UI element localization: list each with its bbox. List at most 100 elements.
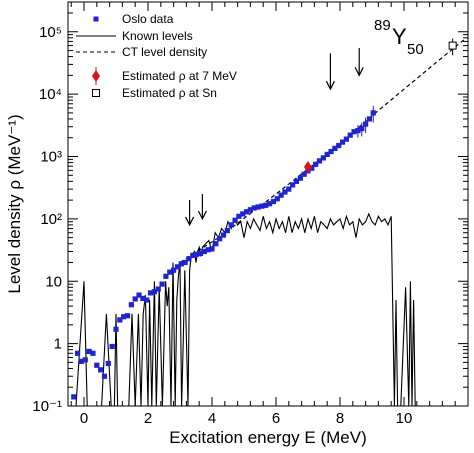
legend-oslo-marker: [93, 16, 99, 22]
oslo-data-point: [232, 217, 238, 223]
oslo-data-point: [332, 145, 338, 151]
oslo-data-point: [228, 222, 234, 228]
nucleus-z-label: 50: [407, 41, 424, 58]
oslo-data-point: [121, 314, 127, 320]
arrows: [185, 47, 364, 227]
oslo-data-point: [316, 158, 323, 164]
oslo-data-point: [217, 236, 223, 242]
oslo-data-point: [209, 246, 215, 252]
oslo-data-point: [171, 267, 177, 273]
oslo-data-point: [167, 269, 173, 275]
oslo-data-point: [136, 292, 142, 298]
x-axis-title: Excitation energy E (MeV): [169, 428, 366, 447]
oslo-data-point: [236, 213, 242, 219]
legend-label: Oslo data: [122, 12, 174, 26]
oslo-data-point: [270, 198, 277, 205]
oslo-data-point: [290, 182, 296, 188]
legend-label: Known levels: [122, 29, 193, 43]
oslo-data-point: [71, 394, 77, 400]
plot-frame: [67, 1, 469, 407]
oslo-data-point: [370, 110, 376, 116]
oslo-data-point: [247, 207, 253, 213]
oslo-data-point: [286, 186, 292, 192]
legend: Oslo data Known levels CT level density Est…: [76, 12, 237, 100]
oslo-data-point: [90, 350, 96, 356]
legend-label: Estimated ρ at 7 MeV: [122, 69, 237, 83]
oslo-data-point: [282, 189, 288, 195]
oslo-data-point: [213, 241, 219, 247]
known-levels-series: [73, 212, 417, 407]
oslo-data-point: [98, 367, 104, 373]
oslo-data-point: [263, 202, 269, 208]
nucleus-symbol-label: Y: [392, 24, 407, 49]
oslo-data-point: [194, 251, 200, 257]
known-levels-line: [73, 212, 417, 407]
oslo-data-point: [201, 248, 207, 255]
oslo-data-point: [255, 204, 261, 210]
arrow-head: [197, 210, 207, 221]
oslo-data-point: [343, 136, 349, 142]
axis-ticks: 0 2 4 6 8 10 10⁻¹ 1 10 10² 10³ 10⁴ 10⁵: [32, 1, 468, 427]
x-tick-label: 4: [208, 410, 216, 427]
oslo-data-point: [159, 281, 165, 287]
oslo-data-point: [243, 209, 250, 215]
oslo-data-point: [86, 348, 92, 355]
oslo-data-point: [220, 232, 227, 238]
y-tick-label: 1: [54, 336, 62, 353]
oslo-data-point: [197, 250, 204, 256]
oslo-data-point: [75, 350, 81, 356]
oslo-data-point: [278, 192, 284, 198]
oslo-data-point: [301, 171, 307, 177]
oslo-data-point: [251, 205, 257, 211]
arrow-head: [325, 80, 335, 91]
y-tick-label: 10⁻¹: [32, 398, 62, 415]
arrow-head: [354, 67, 364, 77]
oslo-data-point: [205, 247, 211, 253]
oslo-data-point: [313, 161, 319, 167]
legend-estimate-sn-marker: [92, 89, 100, 97]
y-tick-label: 10⁵: [39, 24, 62, 41]
estimate-7mev-marker: [304, 160, 312, 173]
oslo-data-point: [324, 151, 330, 158]
legend-label: CT level density: [122, 45, 207, 59]
oslo-data-point: [224, 227, 230, 234]
oslo-data-point: [147, 290, 154, 296]
oslo-data-point: [351, 129, 357, 135]
arrow-head: [185, 216, 195, 227]
y-axis-title: Level density ρ (MeV⁻¹): [5, 114, 24, 293]
estimate-sn-marker: [448, 41, 457, 50]
oslo-data-point: [163, 273, 169, 279]
oslo-data-point: [109, 343, 115, 350]
oslo-data-point: [190, 252, 196, 258]
oslo-data-point: [328, 148, 334, 155]
oslo-data-point: [336, 142, 342, 149]
oslo-data-point: [132, 296, 138, 302]
oslo-data-point: [366, 116, 373, 122]
oslo-data-point: [259, 203, 265, 209]
oslo-data-point: [355, 128, 361, 134]
oslo-data-point: [113, 326, 119, 332]
oslo-data-point: [78, 358, 85, 364]
oslo-data-point: [117, 317, 123, 323]
oslo-data-point: [155, 286, 161, 292]
x-tick-label: 8: [336, 410, 344, 427]
oslo-data-point: [359, 126, 365, 132]
oslo-data-point: [182, 259, 188, 266]
oslo-data-point: [320, 155, 326, 161]
oslo-data-point: [186, 256, 192, 262]
estimate-markers: [304, 38, 457, 174]
x-tick-label: 10: [396, 410, 413, 427]
oslo-data-point: [101, 373, 108, 379]
x-tick-label: 2: [144, 410, 152, 427]
legend-label: Estimated ρ at Sn: [122, 86, 217, 100]
oslo-data-point: [240, 211, 246, 217]
x-tick-label: 6: [272, 410, 280, 427]
legend-estimate-7mev-marker: [92, 70, 100, 82]
oslo-data-point: [124, 313, 131, 319]
y-tick-label: 10: [45, 273, 62, 290]
oslo-data-point: [347, 132, 353, 138]
y-tick-label: 10³: [40, 149, 62, 166]
oslo-data-point: [174, 264, 181, 270]
